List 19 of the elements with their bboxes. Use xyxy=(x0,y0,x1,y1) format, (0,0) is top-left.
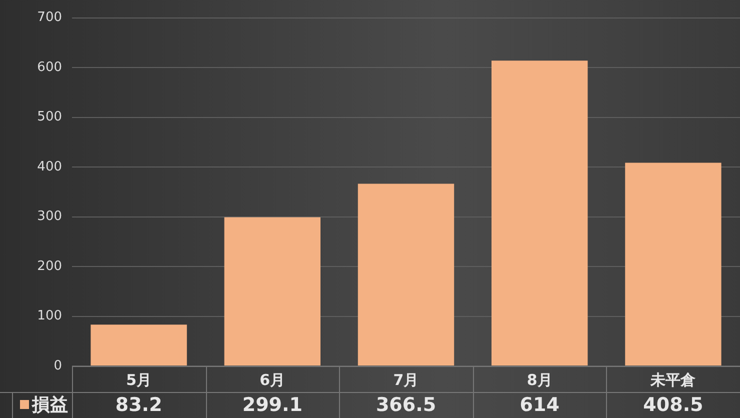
data-label: 299.1 xyxy=(242,394,302,416)
data-label: 614 xyxy=(520,394,560,416)
x-tick-label: 未平倉 xyxy=(650,370,697,389)
y-tick-label: 300 xyxy=(37,209,62,224)
x-tick-label: 7月 xyxy=(393,370,419,389)
y-tick-label: 0 xyxy=(54,358,62,374)
x-tick-label: 6月 xyxy=(260,370,286,389)
data-label: 408.5 xyxy=(643,394,704,416)
y-tick-label: 700 xyxy=(37,10,62,26)
data-label: 366.5 xyxy=(376,394,436,416)
y-tick-label: 400 xyxy=(37,159,62,174)
x-tick-label: 8月 xyxy=(526,370,552,389)
y-tick-label: 600 xyxy=(37,60,62,75)
y-tick-label: 200 xyxy=(37,258,62,274)
data-label: 83.2 xyxy=(115,394,162,416)
legend-label: 損益 xyxy=(31,394,68,416)
x-tick-label: 5月 xyxy=(126,370,152,389)
y-tick-label: 500 xyxy=(37,110,62,125)
y-tick-label: 100 xyxy=(37,308,62,324)
